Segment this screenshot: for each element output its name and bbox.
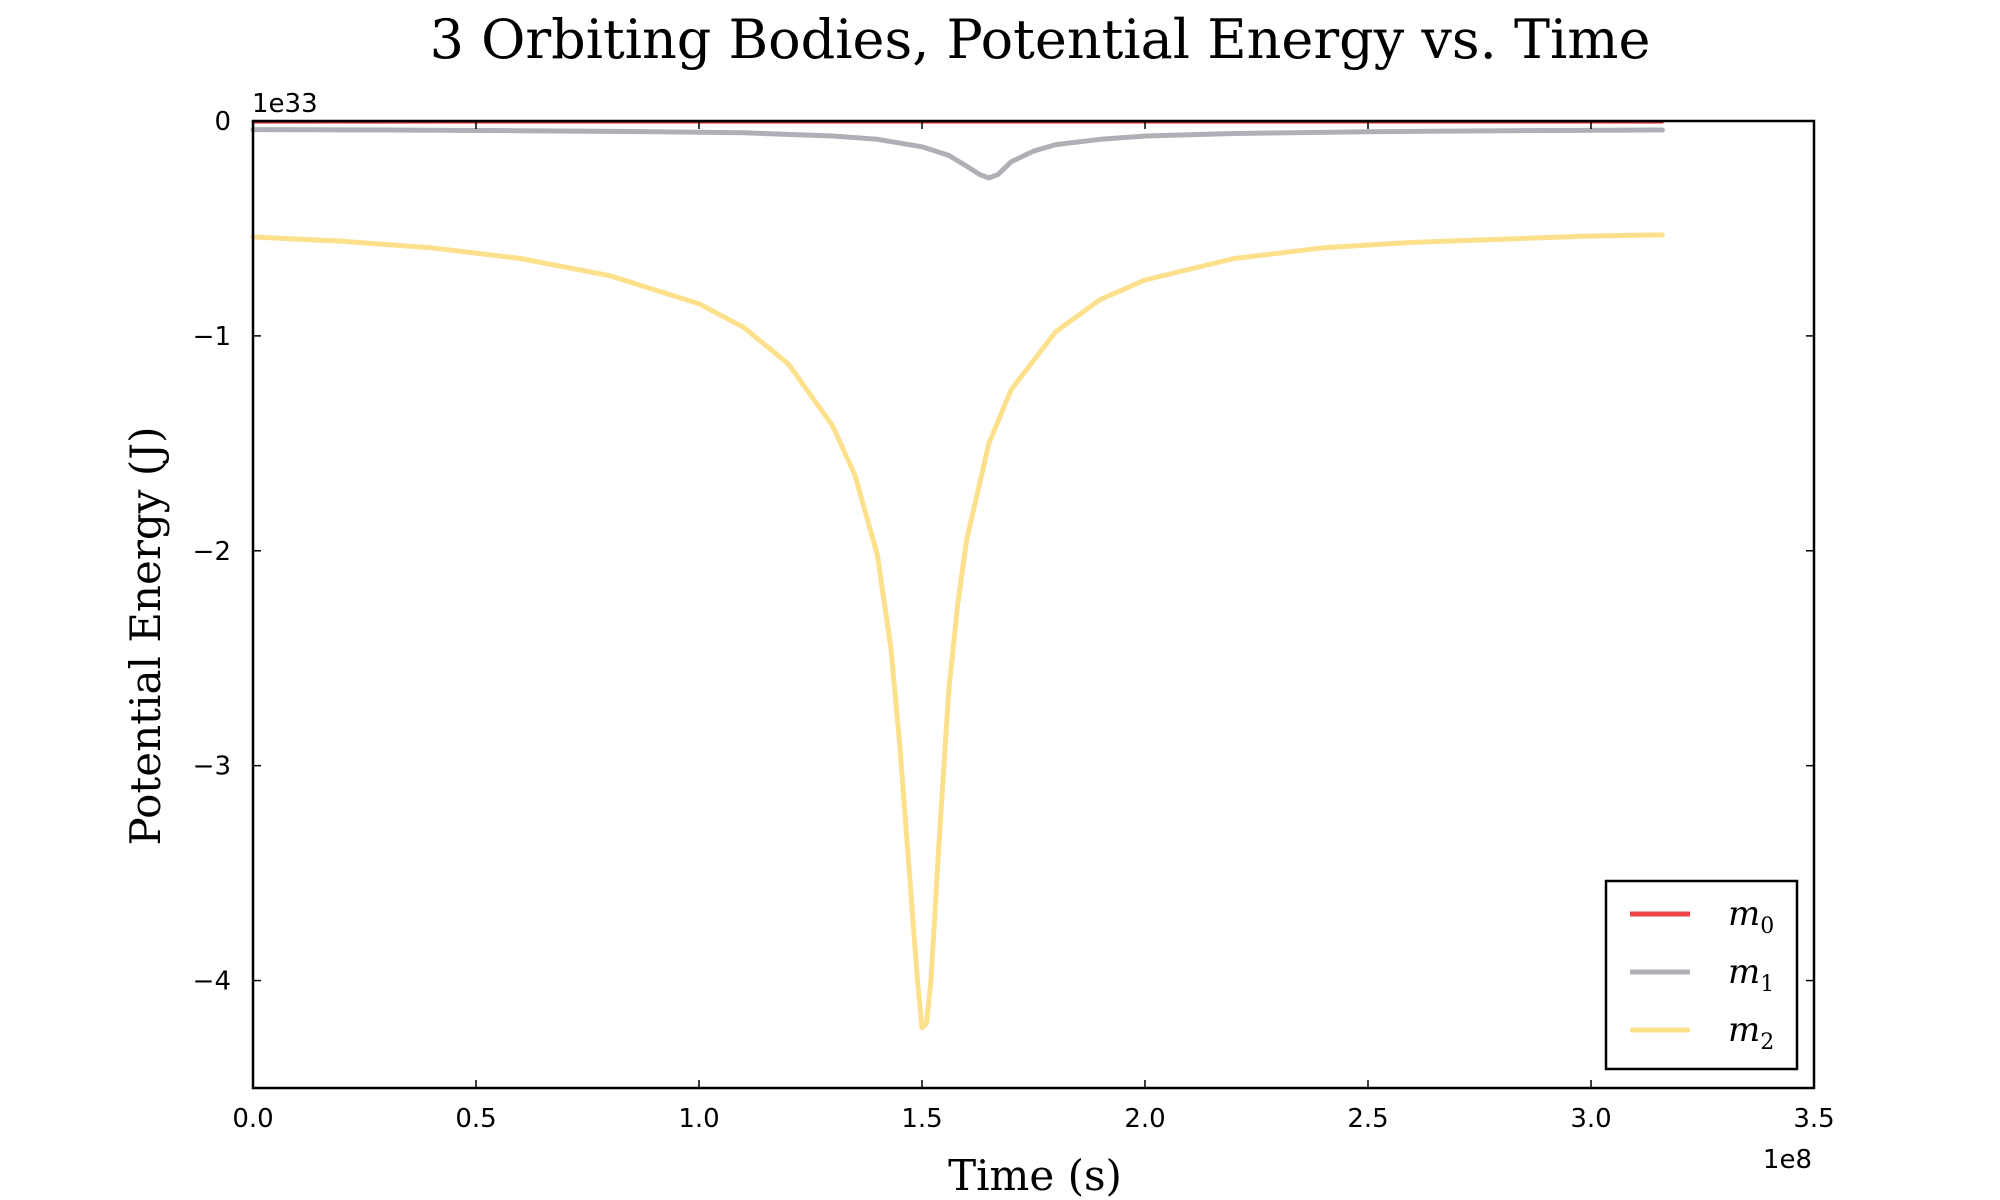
- series-line-m2: [250, 232, 1665, 1031]
- x-tick-label: 3.0: [1570, 1104, 1611, 1134]
- y-tick-label: −3: [193, 752, 231, 782]
- x-axis-label: Time (s): [948, 1151, 1122, 1200]
- x-offset-label: 1e8: [1763, 1145, 1812, 1175]
- y-tick-label: −1: [193, 322, 231, 352]
- x-tick-label: 0.0: [232, 1104, 273, 1134]
- plot-area: [251, 119, 1816, 1090]
- y-axis-label: Potential Energy (J): [121, 427, 170, 846]
- y-tick-label: −2: [193, 537, 231, 567]
- x-tick-label: 2.0: [1124, 1104, 1165, 1134]
- series-line-m1: [250, 127, 1665, 181]
- x-axis: 0.0 0.5 1.0 1.5 2.0 2.5 3.0 3.5: [232, 121, 1835, 1134]
- y-tick-label: 0: [214, 107, 231, 137]
- y-tick-label: −4: [193, 967, 231, 997]
- x-tick-label: 0.5: [455, 1104, 496, 1134]
- y-offset-label: 1e33: [252, 89, 318, 119]
- legend-label-m0: m0: [1728, 894, 1774, 939]
- x-tick-label: 2.5: [1347, 1104, 1388, 1134]
- legend: m0 m1 m2: [1604, 879, 1799, 1071]
- x-tick-label: 1.5: [901, 1104, 942, 1134]
- plot-lines: [250, 120, 1665, 1031]
- x-tick-label: 3.5: [1793, 1104, 1834, 1134]
- legend-label-m1: m1: [1728, 952, 1774, 997]
- chart-title: 3 Orbiting Bodies, Potential Energy vs. …: [430, 8, 1651, 71]
- y-axis: 0 −1 −2 −3 −4: [193, 107, 1814, 997]
- legend-label-m2: m2: [1728, 1010, 1774, 1055]
- x-tick-label: 1.0: [678, 1104, 719, 1134]
